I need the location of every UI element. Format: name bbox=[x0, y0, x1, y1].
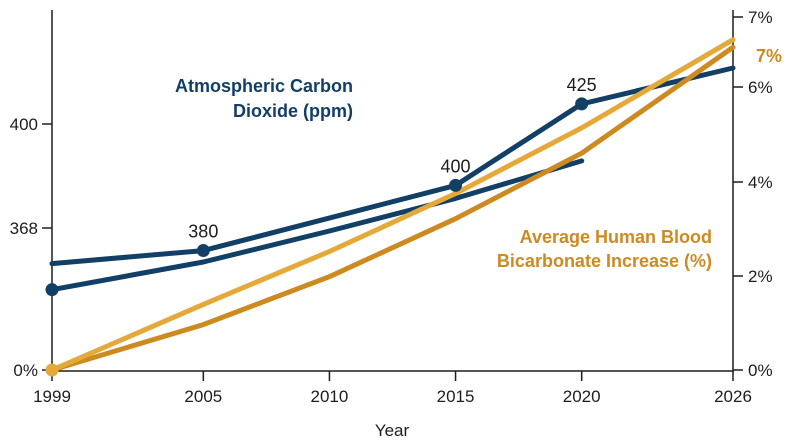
y-right-tick-label: 4% bbox=[748, 173, 773, 192]
bicarbonate-line-dark bbox=[49, 44, 736, 373]
axes: 0% 368 400 0% 2% 4% 6% 7% 1999 2005 2010 2015 2020 20… bbox=[10, 8, 773, 440]
co2-value-label: 425 bbox=[567, 75, 597, 95]
co2-series-label-line2: Dioxide (ppm) bbox=[233, 101, 353, 121]
co2-series-label: Atmospheric Carbon Dioxide (ppm) bbox=[175, 76, 353, 121]
co2-marker bbox=[196, 244, 210, 258]
co2-series-label-line1: Atmospheric Carbon bbox=[175, 76, 353, 96]
y-right-tick-label: 6% bbox=[748, 78, 773, 97]
x-tick-label: 2020 bbox=[563, 387, 601, 406]
co2-marker bbox=[45, 283, 59, 297]
co2-marker bbox=[449, 178, 463, 192]
y-left-tick-label: 0% bbox=[13, 361, 38, 380]
x-tick-label: 1999 bbox=[33, 387, 71, 406]
bicarbonate-end-label: 7% bbox=[756, 46, 782, 66]
co2-marker bbox=[575, 97, 589, 111]
co2-value-label: 380 bbox=[188, 222, 218, 242]
x-tick-label: 2026 bbox=[714, 387, 752, 406]
x-tick-label: 2010 bbox=[311, 387, 349, 406]
x-tick-label: 2015 bbox=[437, 387, 475, 406]
bicarbonate-series-label-line1: Average Human Blood bbox=[520, 227, 712, 247]
y-right-tick-label: 2% bbox=[748, 267, 773, 286]
bicarbonate-series-label: Average Human Blood Bicarbonate Increase … bbox=[497, 227, 712, 271]
co2-line-lower bbox=[49, 158, 585, 293]
co2-value-label: 400 bbox=[441, 156, 471, 176]
series-layer bbox=[45, 37, 736, 377]
x-axis-title: Year bbox=[375, 421, 410, 440]
bicarbonate-marker bbox=[45, 363, 59, 377]
labels-layer: 380 400 425 7% Atmospheric Carbon Dioxide (pp… bbox=[175, 46, 782, 271]
y-left-tick-label: 400 bbox=[10, 115, 38, 134]
bicarbonate-line-light bbox=[49, 37, 736, 373]
y-left-tick-label: 368 bbox=[10, 219, 38, 238]
y-right-tick-label: 7% bbox=[748, 8, 773, 27]
bicarbonate-series-label-line2: Bicarbonate Increase (%) bbox=[497, 251, 712, 271]
y-right-tick-label: 0% bbox=[748, 361, 773, 380]
x-tick-label: 2005 bbox=[184, 387, 222, 406]
